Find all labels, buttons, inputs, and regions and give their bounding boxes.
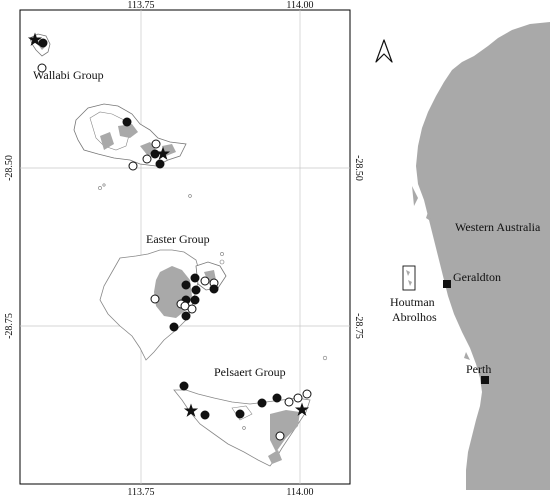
site-markers: [27, 32, 312, 441]
top-tick-label: 113.75: [127, 0, 154, 11]
filled-circle-marker: [190, 273, 200, 283]
open-circle-marker: [284, 397, 294, 407]
wallabi-group-label: Wallabi Group: [33, 68, 104, 82]
star-marker: [294, 402, 310, 416]
islet: [219, 259, 225, 265]
open-circle-marker: [128, 161, 138, 171]
islet: [98, 186, 102, 190]
inset-map-panel: Western Australia Houtman Abrolhos Geral…: [375, 22, 550, 490]
island-land: [406, 270, 410, 276]
filled-circle-marker: [190, 295, 200, 305]
abrolhos-label-line1: Houtman: [390, 295, 435, 309]
open-circle-marker: [37, 63, 47, 73]
open-circle-marker: [150, 294, 160, 304]
islet: [220, 252, 224, 256]
filled-circle-marker: [179, 381, 189, 391]
filled-circle-marker: [155, 159, 165, 169]
abrolhos-label-line2: Abrolhos: [392, 310, 437, 324]
pelsaert-group-islands: [173, 355, 328, 467]
island-land: [412, 186, 418, 206]
island-land: [464, 352, 470, 360]
island-land: [408, 280, 412, 286]
island-land: [426, 212, 432, 222]
filled-circle-marker: [181, 311, 191, 321]
star-marker: [27, 32, 43, 46]
perth-marker: [481, 376, 489, 384]
islet: [242, 426, 246, 430]
right-tick-label: -28.75: [353, 313, 364, 339]
filled-circle-marker: [235, 409, 245, 419]
islet: [102, 183, 106, 187]
left-tick-label: -28.50: [4, 155, 15, 181]
north-arrow-icon: [375, 39, 393, 63]
western-australia-label: Western Australia: [455, 220, 541, 234]
filled-circle-marker: [209, 284, 219, 294]
open-circle-marker: [275, 431, 285, 441]
island-land: [270, 410, 300, 452]
filled-circle-marker: [150, 149, 160, 159]
bottom-tick-label: 113.75: [127, 487, 154, 497]
left-tick-label: -28.75: [4, 313, 15, 339]
filled-circle-marker: [191, 285, 201, 295]
island-land: [100, 132, 114, 150]
islet: [322, 355, 328, 361]
geraldton-marker: [443, 280, 451, 288]
islet: [188, 194, 192, 198]
perth-label: Perth: [466, 362, 491, 376]
filled-circle-marker: [181, 280, 191, 290]
abrolhos-locator-box: [402, 265, 416, 291]
island-land: [268, 450, 282, 464]
easter-group-label: Easter Group: [146, 232, 210, 246]
top-tick-label: 114.00: [286, 0, 313, 11]
star-marker: [155, 146, 171, 160]
open-circle-marker: [142, 154, 152, 164]
bottom-tick-label: 114.00: [286, 487, 313, 497]
filled-circle-marker: [257, 398, 267, 408]
star-marker: [183, 403, 199, 417]
reef-outline: [89, 111, 131, 151]
filled-circle-marker: [272, 393, 282, 403]
filled-circle-marker: [200, 410, 210, 420]
main-map-panel: 113.75 114.00 113.75 114.00 -28.50 -28.7…: [4, 0, 364, 497]
western-australia-landmass: [416, 22, 550, 490]
island-land: [118, 124, 138, 138]
geraldton-label: Geraldton: [453, 270, 501, 284]
filled-circle-marker: [169, 322, 179, 332]
filled-circle-marker: [38, 38, 48, 48]
pelsaert-group-label: Pelsaert Group: [214, 365, 286, 379]
open-circle-marker: [151, 139, 161, 149]
open-circle-marker: [187, 304, 197, 314]
right-tick-label: -28.50: [353, 155, 364, 181]
open-circle-marker: [293, 393, 303, 403]
filled-circle-marker: [122, 117, 132, 127]
open-circle-marker: [302, 389, 312, 399]
open-circle-marker: [200, 276, 210, 286]
